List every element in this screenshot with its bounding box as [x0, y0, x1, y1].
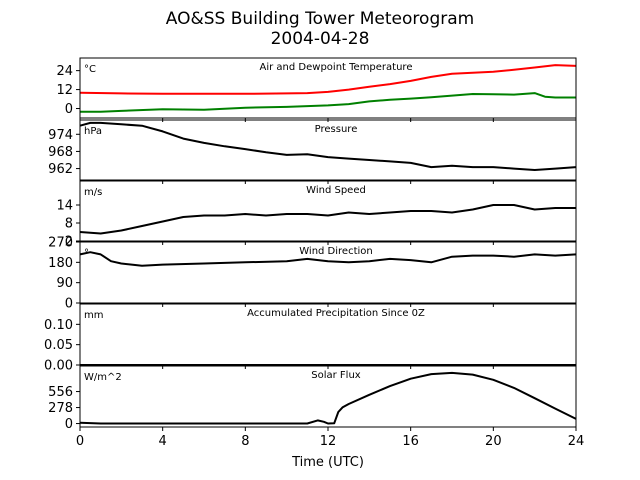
panel-1: Air and Dewpoint Temperature °C 0 12 24 — [56, 57, 577, 122]
figure-subtitle: 2004-04-28 — [271, 29, 370, 49]
y-tick-label: 968 — [48, 145, 73, 160]
y-tick-label: 2 — [65, 235, 73, 250]
panel-1-series-1 — [79, 64, 577, 95]
y-tick-label: 8 — [65, 217, 73, 232]
y-tick-label: 0 — [65, 417, 73, 432]
unit-label: °C — [84, 64, 96, 75]
panel-4: Wind Direction ° 0 90 180 270 — [48, 236, 577, 312]
y-tick-label: 974 — [48, 128, 73, 143]
x-tick-label: 8 — [241, 434, 249, 449]
y-tick-label: 0 — [65, 102, 73, 117]
panel-2-series-1 — [79, 121, 577, 171]
panel-3-series-1 — [79, 204, 576, 235]
y-tick-label: 0.05 — [44, 338, 73, 353]
y-tick-label: 90 — [56, 276, 73, 291]
panel-title: Accumulated Precipitation Since 0Z — [247, 308, 425, 319]
x-tick-label: 0 — [76, 434, 84, 449]
panel-5: Accumulated Precipitation Since 0Z mm 0.00… — [44, 303, 577, 374]
panel-title: Pressure — [315, 124, 358, 135]
figure-title: AO&SS Building Tower Meteorogram — [166, 9, 474, 29]
y-tick-label: 14 — [56, 199, 73, 214]
y-tick-label: 556 — [48, 385, 73, 400]
panel-2: Pressure hPa 962 968 974 — [48, 119, 577, 184]
x-axis-label: Time (UTC) — [291, 455, 364, 470]
x-tick-label: 12 — [320, 434, 337, 449]
x-tick-label: 4 — [159, 434, 167, 449]
y-tick-label: 0.00 — [44, 359, 73, 374]
x-tick-label: 24 — [568, 434, 585, 449]
unit-label: W/m^2 — [84, 372, 122, 383]
y-tick-label: 180 — [48, 256, 73, 271]
panel-4-series-1 — [79, 251, 577, 267]
y-tick-label: 962 — [48, 162, 73, 177]
y-tick-label: 0 — [65, 297, 73, 312]
panel-title: Wind Speed — [306, 185, 366, 196]
y-tick-label: 12 — [56, 83, 73, 98]
y-tick-label: 270 — [48, 236, 73, 251]
y-tick-label: 278 — [48, 401, 73, 416]
unit-label: hPa — [84, 126, 102, 137]
y-tick-label: 0.10 — [44, 318, 73, 333]
panel-3: Wind Speed m/s 2 8 14 — [56, 180, 577, 250]
panel-6-series-1 — [79, 371, 577, 425]
unit-label: mm — [84, 310, 103, 321]
panel-1-series-2 — [80, 92, 576, 113]
y-tick-label: 24 — [56, 64, 73, 79]
panel-title: Air and Dewpoint Temperature — [260, 62, 413, 73]
x-tick-label: 16 — [402, 434, 419, 449]
unit-label: m/s — [84, 187, 102, 198]
panel-title: Solar Flux — [311, 370, 361, 381]
panel-title: Wind Direction — [299, 246, 373, 257]
unit-label: ° — [84, 248, 89, 259]
panels: Air and Dewpoint Temperature°C01224Press… — [44, 57, 585, 449]
x-tick-label: 20 — [485, 434, 502, 449]
